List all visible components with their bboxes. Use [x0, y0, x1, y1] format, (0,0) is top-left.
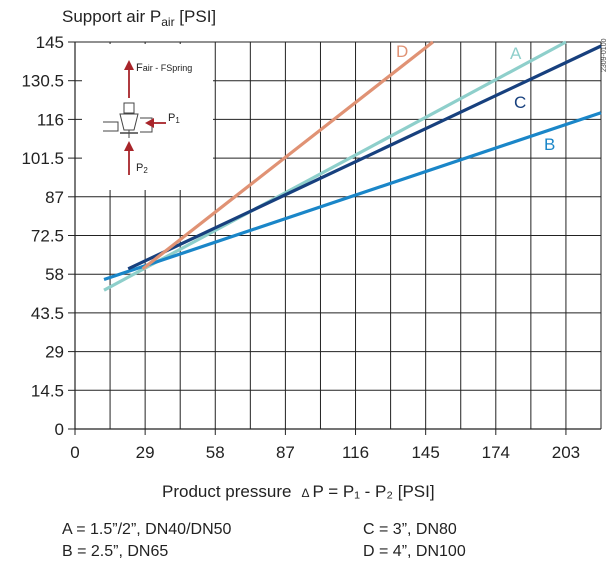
- y-tick-label: 116: [37, 110, 64, 129]
- legend-entry-a: A = 1.5”/2”, DN40/DN50: [62, 521, 232, 538]
- legend-entry-d: D = 4”, DN100: [363, 543, 466, 560]
- series-label-c: C: [514, 93, 526, 112]
- x-tick-labels: 0 29 58 87 116 145 174 203: [70, 429, 580, 462]
- x-tick-label: 203: [552, 443, 580, 462]
- y-axis-title: Support air Pair [PSI]: [62, 7, 216, 29]
- valve-icon: [103, 102, 153, 138]
- force-label: Fair - FSpring: [136, 62, 192, 74]
- y-tick-label: 58: [45, 265, 64, 284]
- x-tick-label: 29: [136, 443, 155, 462]
- y-tick-label: 87: [45, 188, 64, 207]
- x-tick-label: 58: [206, 443, 225, 462]
- x-tick-label: 87: [276, 443, 295, 462]
- x-tick-label: 174: [482, 443, 510, 462]
- legend-entry-c: C = 3”, DN80: [363, 521, 457, 538]
- series-line-a: [103, 40, 567, 292]
- y-tick-label: 0: [55, 420, 64, 439]
- y-tick-label: 101.5: [21, 149, 64, 168]
- y-tick-label: 29: [45, 343, 64, 362]
- legend: A = 1.5”/2”, DN40/DN50 B = 2.5”, DN65 C …: [62, 521, 466, 560]
- inset-background: [82, 44, 213, 190]
- figure-code: 2309-0100: [601, 38, 608, 72]
- legend-entry-b: B = 2.5”, DN65: [62, 543, 168, 560]
- p2-arrow: [124, 141, 134, 175]
- p1-arrow: [145, 118, 166, 128]
- x-tick-label: 116: [342, 443, 369, 462]
- series-line-d: [141, 40, 434, 271]
- y-tick-label: 43.5: [31, 304, 64, 323]
- y-tick-label: 130.5: [21, 72, 64, 91]
- y-tick-label: 14.5: [31, 381, 64, 400]
- series-line-c: [127, 44, 602, 271]
- x-tick-label: 145: [411, 443, 439, 462]
- y-tick-labels: 0 14.5 29 43.5 58 72.5 87 101.5 116 130.5 145: [21, 33, 75, 439]
- series-label-d: D: [396, 42, 408, 61]
- series-line-b: [103, 111, 602, 282]
- series-label-a: A: [510, 44, 522, 63]
- valve-inset: Fair - FSpring P1 P2: [82, 44, 213, 190]
- y-tick-label: 72.5: [31, 227, 64, 246]
- y-tick-label: 145: [36, 33, 64, 52]
- series-labels: D A C B: [396, 42, 555, 154]
- p1-label: P1: [168, 112, 180, 125]
- force-arrow: [124, 60, 134, 98]
- grid: [74, 41, 602, 430]
- x-axis-title: Product pressure Δ P = P₁ - P₂ [PSI]: [162, 482, 435, 501]
- x-tick-label: 0: [70, 443, 79, 462]
- series-lines: [103, 40, 602, 292]
- p2-label: P2: [136, 162, 148, 175]
- series-label-b: B: [544, 135, 555, 154]
